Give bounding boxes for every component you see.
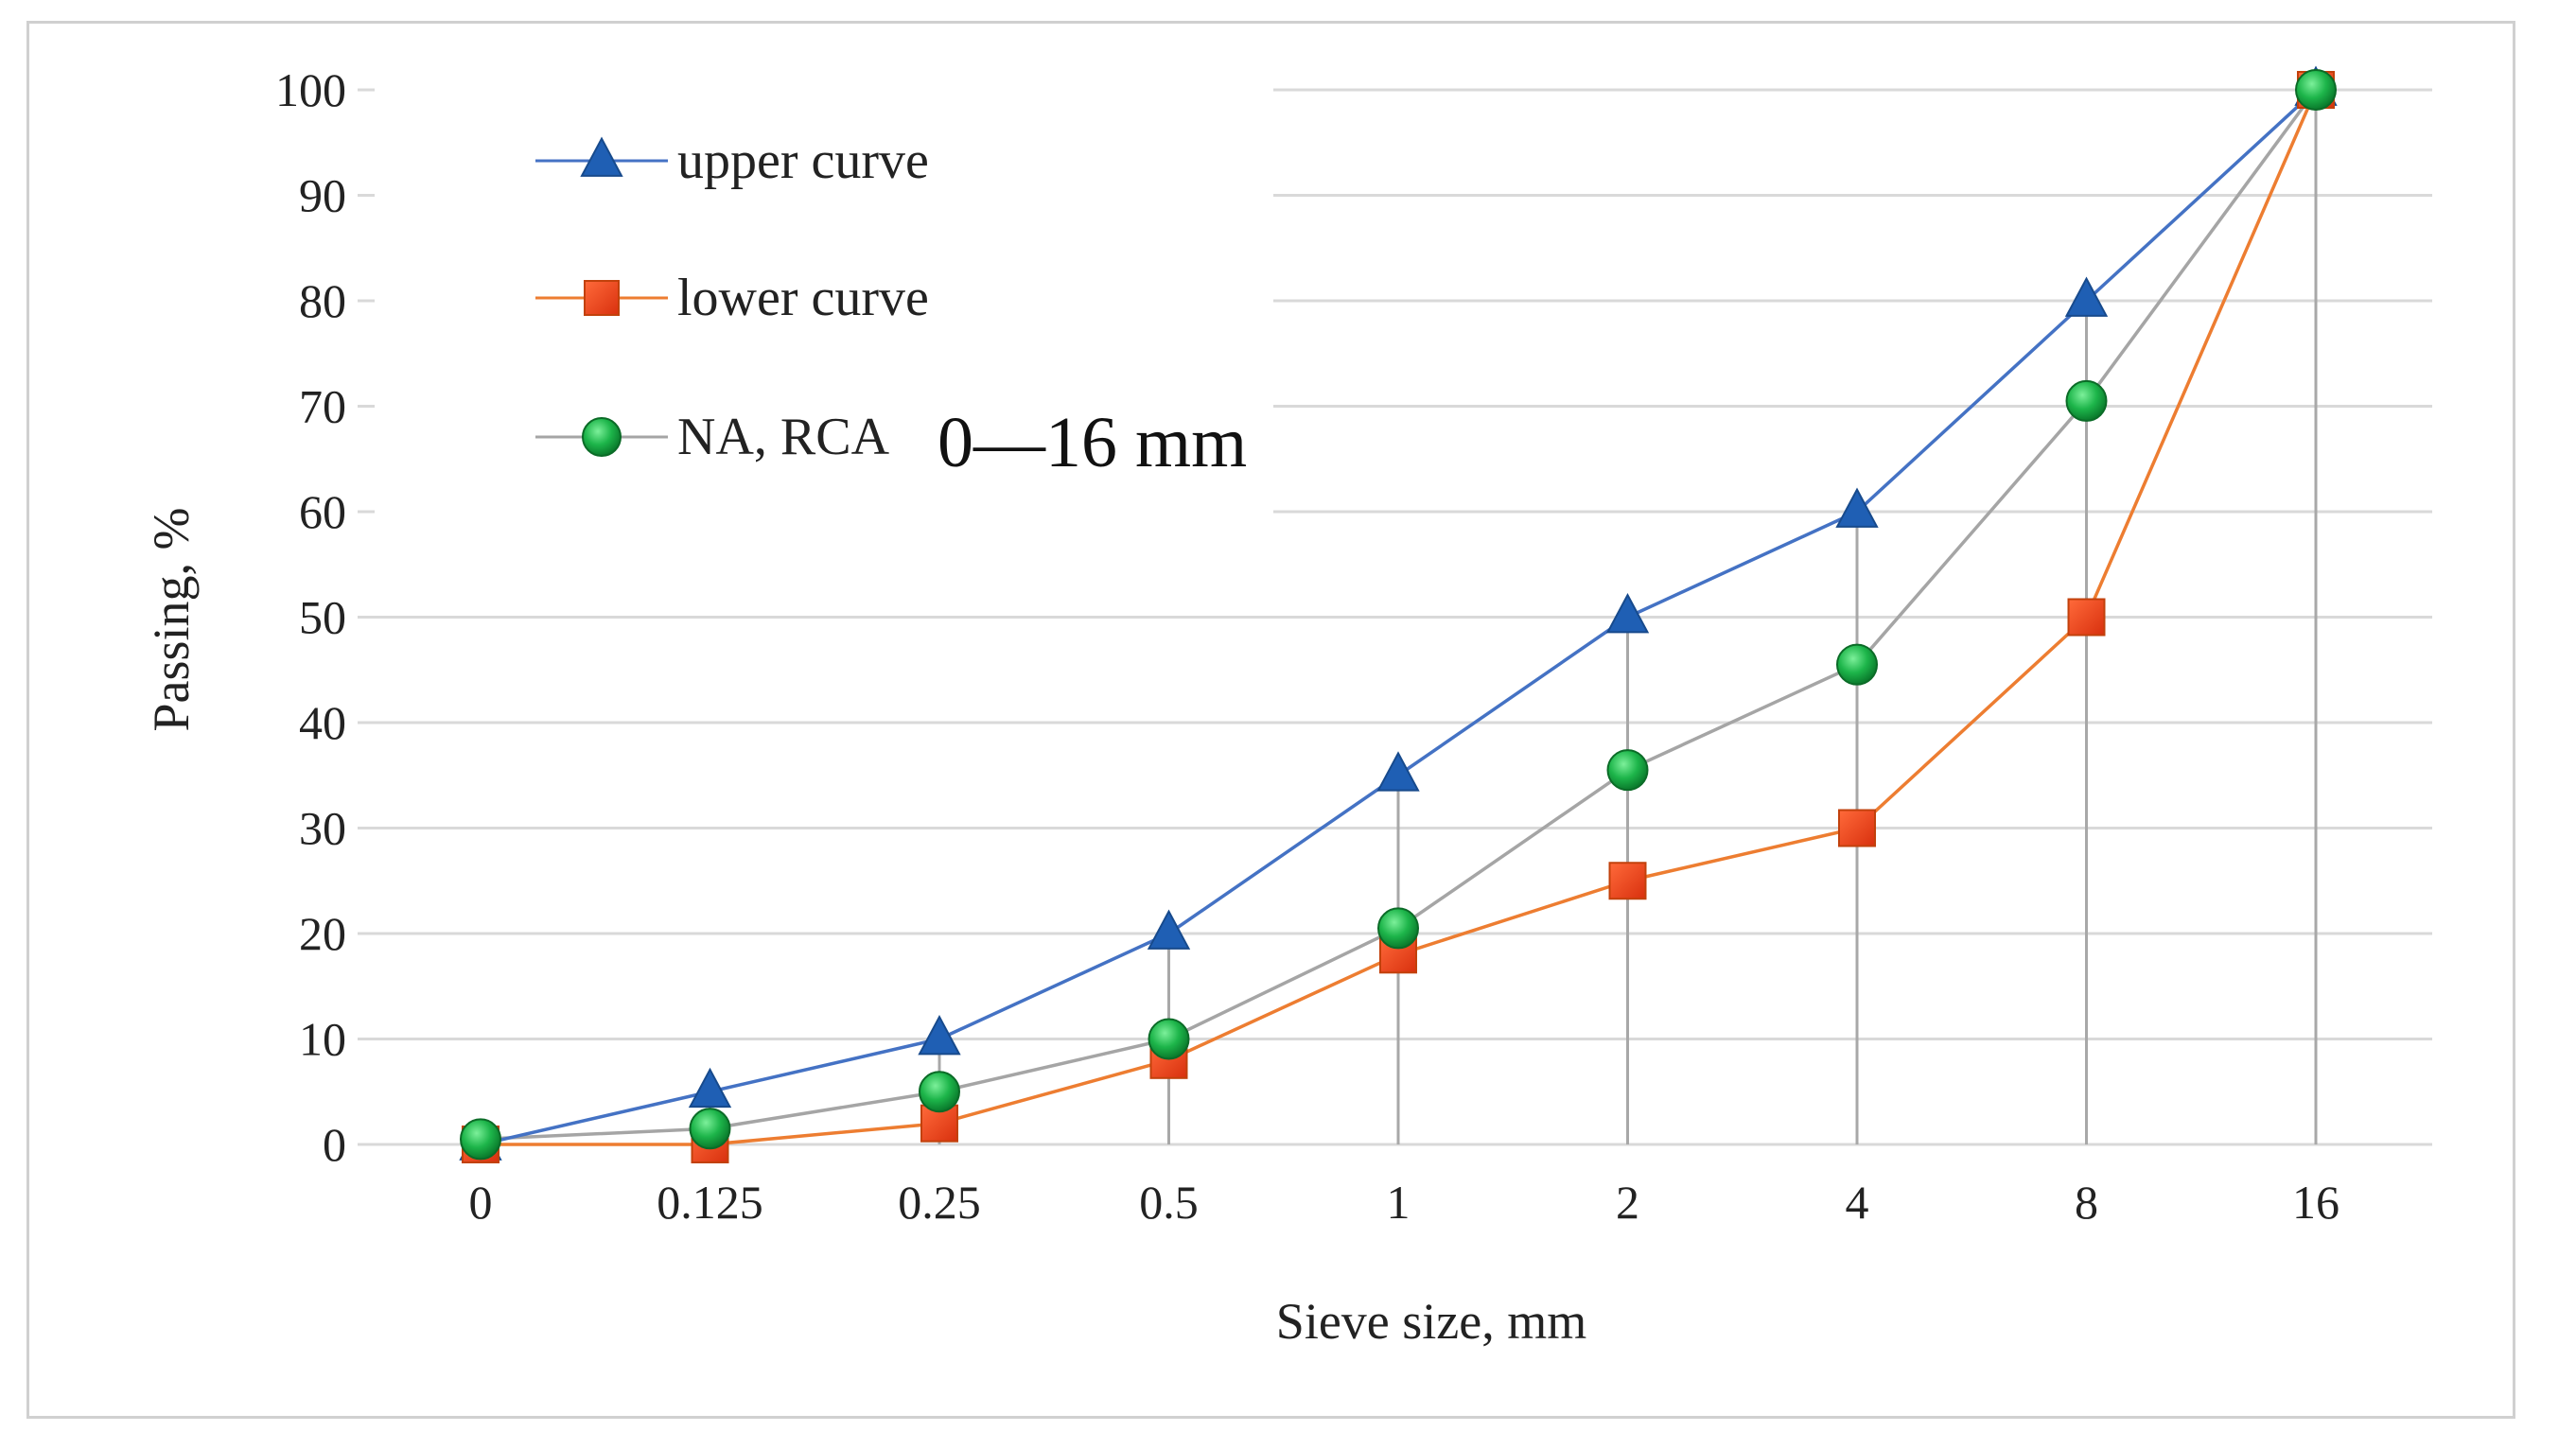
marker-upper-0.125 bbox=[688, 1067, 732, 1109]
y-tick-label-30: 30 bbox=[299, 802, 346, 855]
y-axis-ticks: 0 10 20 30 40 50 60 70 80 90 100 bbox=[275, 63, 346, 1171]
marker-na-rca-0.125 bbox=[689, 1108, 731, 1150]
y-tick-label-10: 10 bbox=[299, 1013, 346, 1066]
marker-na-rca-8 bbox=[2065, 379, 2108, 422]
y-axis-title: Passing, % bbox=[143, 507, 200, 731]
x-tick-label-0.5: 0.5 bbox=[1139, 1176, 1199, 1229]
legend-marker-lower bbox=[584, 280, 620, 316]
x-tick-label-0: 0 bbox=[469, 1176, 493, 1229]
marker-lower-2 bbox=[1608, 862, 1647, 900]
y-tick-label-60: 60 bbox=[299, 485, 346, 538]
legend-label-na-rca: NA, RCA bbox=[677, 408, 890, 466]
marker-upper-8 bbox=[2064, 276, 2109, 317]
legend-label-lower: lower curve bbox=[677, 269, 929, 327]
marker-na-rca-4 bbox=[1836, 643, 1878, 686]
y-tick-label-100: 100 bbox=[275, 63, 346, 116]
marker-upper-4 bbox=[1835, 487, 1879, 528]
x-tick-label-8: 8 bbox=[2075, 1176, 2098, 1229]
marker-lower-8 bbox=[2067, 598, 2106, 637]
legend: upper curve lower curve NA, RCA 0—16 mm bbox=[535, 131, 1247, 482]
grid-layer bbox=[358, 88, 2432, 1146]
y-tick-label-50: 50 bbox=[299, 591, 346, 644]
y-tick-label-80: 80 bbox=[299, 274, 346, 327]
y-tick-label-70: 70 bbox=[299, 380, 346, 433]
x-tick-label-16: 16 bbox=[2292, 1176, 2339, 1229]
marker-na-rca-0 bbox=[460, 1118, 501, 1161]
x-tick-label-2: 2 bbox=[1616, 1176, 1639, 1229]
legend-label-upper: upper curve bbox=[677, 131, 929, 190]
y-tick-label-40: 40 bbox=[299, 696, 346, 749]
marker-upper-1 bbox=[1376, 751, 1420, 792]
legend-label-na-rca-suffix: 0—16 mm bbox=[938, 403, 1247, 482]
marker-na-rca-1 bbox=[1377, 907, 1419, 950]
marker-na-rca-16 bbox=[2295, 69, 2337, 111]
y-tick-label-0: 0 bbox=[323, 1118, 346, 1171]
chart-frame: 0 10 20 30 40 50 60 70 80 90 100 0 0.125 0.25 0.5 1 2 4 8… bbox=[26, 21, 2515, 1419]
marker-na-rca-0.25 bbox=[919, 1071, 960, 1113]
x-tick-label-0.25: 0.25 bbox=[898, 1176, 981, 1229]
x-axis-ticks: 0 0.125 0.25 0.5 1 2 4 8 16 bbox=[469, 1176, 2340, 1229]
y-tick-label-90: 90 bbox=[299, 169, 346, 222]
legend-marker-upper bbox=[580, 136, 623, 177]
x-tick-label-1: 1 bbox=[1387, 1176, 1411, 1229]
x-axis-title: Sieve size, mm bbox=[1276, 1293, 1586, 1350]
line-chart: 0 10 20 30 40 50 60 70 80 90 100 0 0.125 0.25 0.5 1 2 4 8… bbox=[143, 63, 2432, 1350]
x-tick-label-4: 4 bbox=[1846, 1176, 1869, 1229]
y-tick-label-20: 20 bbox=[299, 907, 346, 960]
marker-lower-4 bbox=[1838, 809, 1876, 847]
marker-upper-0.25 bbox=[918, 1014, 961, 1056]
legend-marker-na-rca bbox=[582, 417, 622, 457]
x-tick-label-0.125: 0.125 bbox=[657, 1176, 763, 1229]
marker-upper-2 bbox=[1605, 592, 1650, 634]
marker-na-rca-2 bbox=[1606, 749, 1649, 792]
series-layer bbox=[459, 65, 2338, 1163]
marker-upper-0.5 bbox=[1147, 909, 1191, 950]
marker-na-rca-0.5 bbox=[1148, 1018, 1190, 1060]
